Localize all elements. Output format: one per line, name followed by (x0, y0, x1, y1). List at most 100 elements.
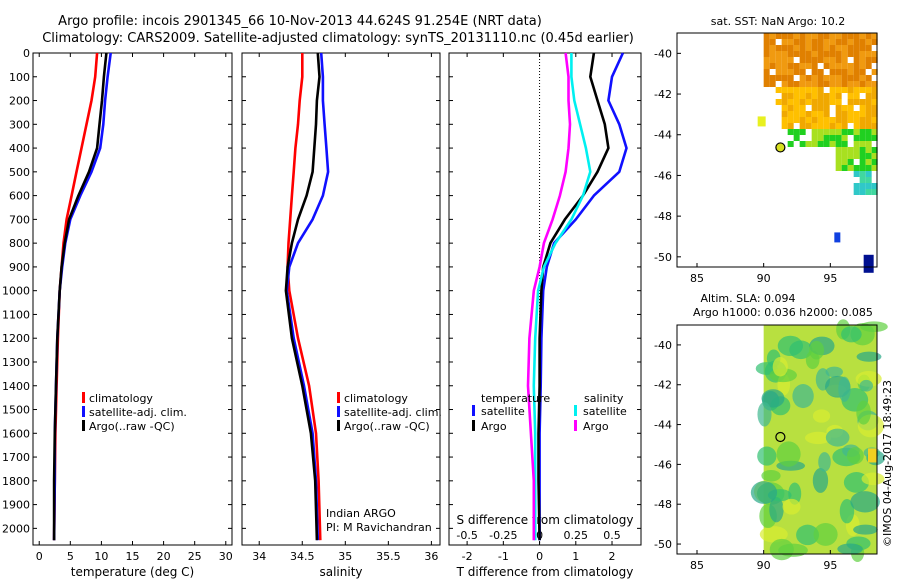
sst-cell (865, 33, 872, 39)
sst-cell (871, 129, 878, 135)
sst-cell (853, 75, 860, 81)
sst-cell (853, 63, 860, 69)
y-tick-label: -44 (654, 129, 672, 142)
series-line-argo-raw-qc- (52, 52, 108, 541)
sst-cell (787, 129, 794, 135)
x-tick-label: 36 (424, 550, 438, 563)
y-tick-label: -48 (654, 210, 672, 223)
sst-cell (793, 99, 800, 105)
plot-frame (241, 52, 441, 546)
sst-cell (775, 51, 782, 57)
legend-label: satellite (583, 405, 627, 418)
sst-cell (817, 81, 824, 87)
salinity-panel: 34 34.5 35 35.5 36 salinity climatologysatelli… (241, 52, 442, 579)
sst-cell (859, 129, 866, 135)
sst-cell (811, 33, 818, 39)
sst-cell (757, 116, 766, 127)
x-tick-label: 85 (690, 559, 704, 572)
sst-cell (793, 33, 800, 39)
annotation-line-2: PI: M Ravichandran (326, 521, 432, 534)
x-tick-label: 34 (252, 550, 266, 563)
sst-cell (835, 93, 842, 99)
sst-cell (787, 111, 794, 117)
y-tick-label: 2000 (2, 522, 30, 535)
legend-swatch (337, 420, 340, 431)
sst-cell (841, 57, 848, 63)
sst-cell (865, 81, 872, 87)
legend-label: satellite-adj. clim. (344, 406, 442, 419)
sst-cell (823, 57, 830, 63)
legend-swatch (337, 392, 340, 403)
sst-cell (847, 81, 854, 87)
series-line-salinity-argo (526, 52, 572, 541)
series-line-temperature-argo (537, 52, 610, 541)
sla-blob (856, 351, 882, 362)
sst-cell (805, 123, 812, 129)
sst-cell (853, 57, 860, 63)
series-line-argo-raw-qc- (284, 52, 321, 541)
sst-cell (799, 105, 806, 111)
sst-cell (817, 45, 824, 51)
sst-cell (805, 117, 812, 123)
sst-cell (853, 111, 860, 117)
y-tick-label: -50 (654, 538, 672, 551)
sst-cell (835, 51, 842, 57)
sst-cell (865, 99, 872, 105)
sst-cell (823, 93, 830, 99)
sla-blob (841, 326, 862, 343)
x-axis-label: temperature (deg C) (71, 565, 194, 579)
sst-cell (823, 63, 830, 69)
sst-cell (817, 39, 824, 45)
sst-cell (847, 129, 854, 135)
sst-cell (823, 81, 830, 87)
sst-cell (859, 33, 866, 39)
sst-cell (829, 33, 836, 39)
y-tick-label: 1900 (2, 499, 30, 512)
sst-cell (817, 141, 824, 147)
x-tick-label: 0 (36, 550, 43, 563)
sst-cell (769, 63, 776, 69)
legend-label: Argo (481, 420, 507, 433)
y-tick-label: 400 (9, 142, 30, 155)
sst-cell (769, 75, 776, 81)
y-tick-label: 1700 (2, 451, 30, 464)
x-tick-label: 5 (67, 550, 74, 563)
sst-cell (841, 63, 848, 69)
sst-cell (865, 117, 872, 123)
x-tick-label: 90 (757, 559, 771, 572)
sst-cell (817, 129, 824, 135)
sla-blob (778, 543, 808, 557)
sst-cell (853, 93, 860, 99)
sst-cell (871, 111, 878, 117)
sst-cell (859, 141, 866, 147)
sst-cell (841, 39, 848, 45)
sst-cell (841, 69, 848, 75)
sst-cell (853, 33, 860, 39)
sst-cell (775, 99, 782, 105)
sst-map-panel: -40 -42 -44 -46 -48 -50 85 90 95 sat. SST: NaN Ar… (654, 15, 878, 285)
sst-cell (787, 63, 794, 69)
sla-blob (757, 446, 777, 466)
x-tick-label: 1 (572, 550, 579, 563)
sst-cell (853, 69, 860, 75)
sst-cell (805, 81, 812, 87)
sst-cell (769, 57, 776, 63)
sst-cell (787, 93, 794, 99)
sst-cell (811, 99, 818, 105)
sst-cell (865, 183, 872, 189)
sla-blob (838, 376, 851, 402)
series-line-temperature-satellite (538, 52, 628, 541)
sst-cell (811, 129, 818, 135)
sst-cell (853, 153, 860, 159)
x-tick-label: -2 (462, 550, 473, 563)
map-title: sat. SST: NaN Argo: 10.2 (711, 15, 845, 28)
sst-cell (871, 117, 878, 123)
sst-cell (823, 99, 830, 105)
y-tick-label: 100 (9, 71, 30, 84)
sst-cell (859, 81, 866, 87)
sst-cell (793, 45, 800, 51)
sst-cell (847, 153, 854, 159)
sst-cell (799, 123, 806, 129)
sst-cell (829, 81, 836, 87)
sla-blob (861, 472, 885, 486)
